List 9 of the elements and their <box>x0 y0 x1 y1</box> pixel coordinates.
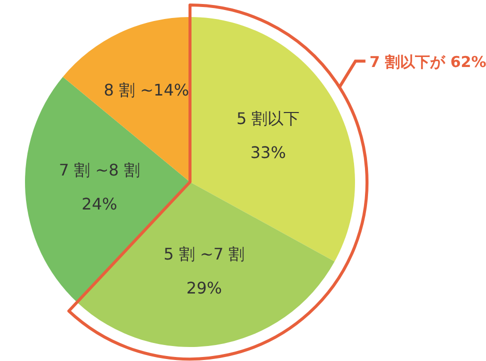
slice-label: 5 割 ~7 割 <box>164 244 245 264</box>
data-label: 33% <box>250 142 286 162</box>
slice-label: 5 割以下 <box>236 108 300 128</box>
data-label: 29% <box>186 278 222 298</box>
data-label: 14% <box>154 80 190 100</box>
data-label: 24% <box>82 194 118 214</box>
text: 7 割以下が 62% <box>369 53 486 72</box>
slice-label: 7 割 ~8 割 <box>58 160 140 180</box>
slice-label: 8 割 ~ <box>104 80 154 100</box>
